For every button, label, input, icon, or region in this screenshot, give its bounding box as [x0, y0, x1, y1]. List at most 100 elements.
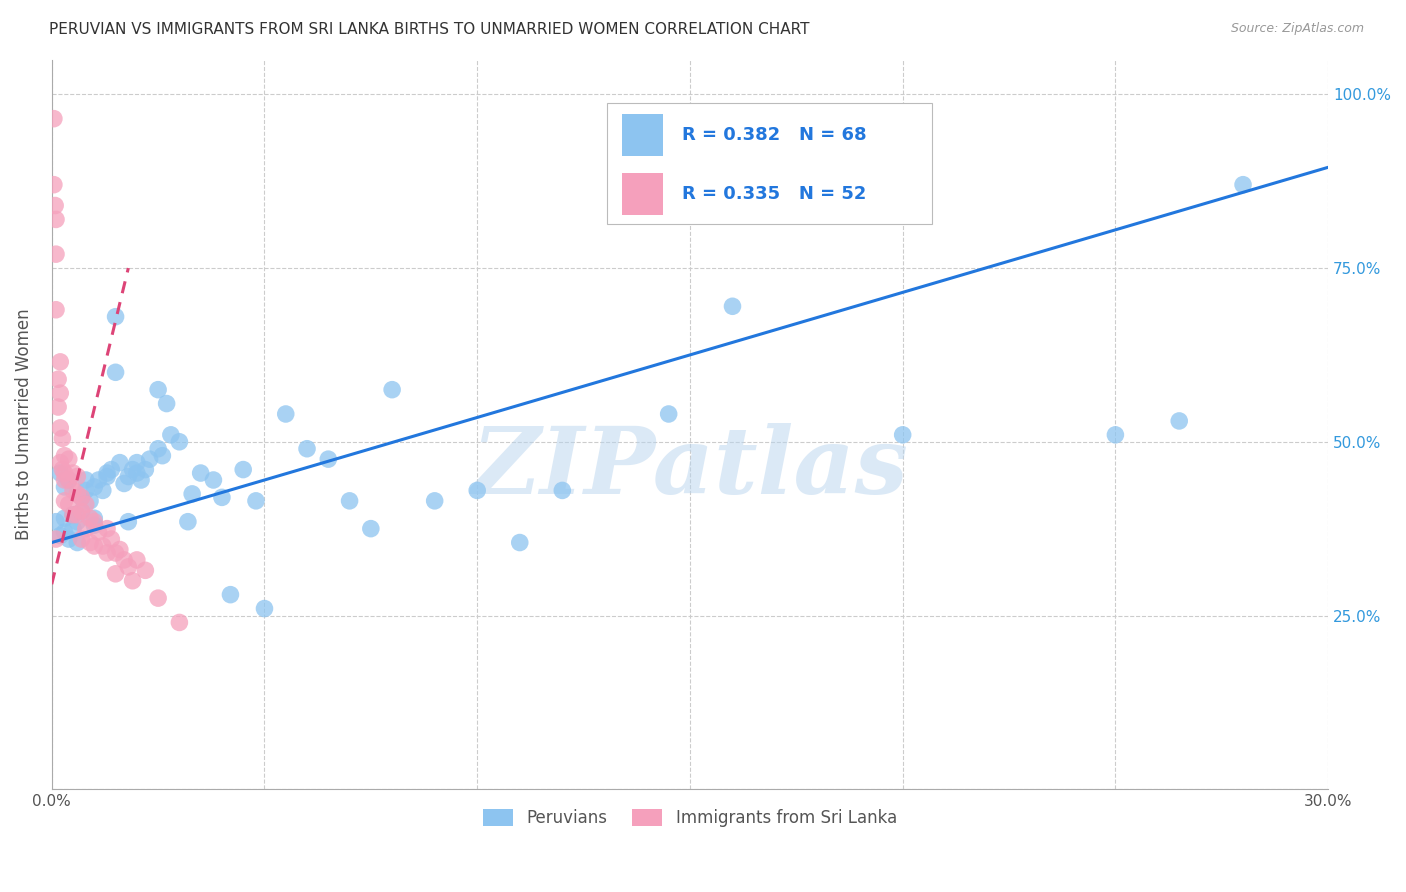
Point	[79, 511, 101, 525]
Point	[104, 546, 127, 560]
FancyBboxPatch shape	[607, 103, 932, 224]
Text: PERUVIAN VS IMMIGRANTS FROM SRI LANKA BIRTHS TO UNMARRIED WOMEN CORRELATION CHAR: PERUVIAN VS IMMIGRANTS FROM SRI LANKA BI…	[49, 22, 810, 37]
Point	[83, 515, 105, 529]
Point	[104, 310, 127, 324]
Point	[62, 508, 84, 522]
Point	[70, 491, 93, 505]
Point	[219, 588, 242, 602]
Point	[169, 434, 191, 449]
Point	[46, 372, 69, 386]
Point	[100, 532, 122, 546]
Point	[49, 386, 72, 401]
Point	[45, 532, 67, 546]
Point	[112, 476, 135, 491]
Point	[75, 522, 97, 536]
Point	[181, 487, 204, 501]
Point	[125, 553, 148, 567]
Point	[423, 493, 446, 508]
Point	[51, 431, 73, 445]
Point	[62, 508, 84, 522]
Point	[96, 522, 118, 536]
Point	[49, 355, 72, 369]
Point	[125, 466, 148, 480]
Point	[53, 525, 76, 540]
Point	[160, 427, 183, 442]
Point	[339, 493, 361, 508]
Point	[96, 466, 118, 480]
Point	[146, 591, 169, 606]
Point	[108, 542, 131, 557]
Point	[66, 487, 89, 501]
Point	[70, 504, 93, 518]
Point	[75, 473, 97, 487]
Point	[45, 247, 67, 261]
Point	[211, 491, 233, 505]
Text: Source: ZipAtlas.com: Source: ZipAtlas.com	[1230, 22, 1364, 36]
Point	[62, 522, 84, 536]
Point	[96, 546, 118, 560]
Point	[108, 456, 131, 470]
Point	[53, 480, 76, 494]
Point	[117, 559, 139, 574]
Point	[49, 456, 72, 470]
Point	[83, 480, 105, 494]
Legend: Peruvians, Immigrants from Sri Lanka: Peruvians, Immigrants from Sri Lanka	[475, 801, 905, 836]
Point	[66, 469, 89, 483]
Point	[156, 396, 179, 410]
Point	[245, 493, 267, 508]
Point	[253, 601, 276, 615]
Point	[83, 511, 105, 525]
Point	[129, 473, 152, 487]
Point	[53, 493, 76, 508]
Point	[42, 178, 65, 192]
Point	[381, 383, 404, 397]
Point	[104, 365, 127, 379]
Point	[1232, 178, 1254, 192]
Point	[51, 462, 73, 476]
Point	[465, 483, 488, 498]
Point	[146, 383, 169, 397]
Point	[96, 469, 118, 483]
Point	[134, 563, 156, 577]
Point	[75, 497, 97, 511]
Point	[146, 442, 169, 456]
Point	[1104, 427, 1126, 442]
Point	[66, 535, 89, 549]
Point	[44, 198, 66, 212]
Point	[53, 449, 76, 463]
Point	[49, 421, 72, 435]
Point	[169, 615, 191, 630]
Point	[177, 515, 200, 529]
Point	[45, 302, 67, 317]
Point	[62, 483, 84, 498]
Point	[295, 442, 318, 456]
Point	[138, 452, 160, 467]
Point	[232, 462, 254, 476]
Point	[70, 491, 93, 505]
Point	[83, 539, 105, 553]
Text: ZIPatlas: ZIPatlas	[471, 423, 908, 513]
Point	[66, 508, 89, 522]
Text: R = 0.382   N = 68: R = 0.382 N = 68	[682, 126, 868, 145]
Point	[58, 473, 80, 487]
Point	[45, 212, 67, 227]
FancyBboxPatch shape	[623, 114, 664, 156]
Point	[190, 466, 212, 480]
Point	[150, 449, 173, 463]
Point	[721, 299, 744, 313]
Point	[83, 518, 105, 533]
Point	[274, 407, 297, 421]
Point	[658, 407, 681, 421]
Point	[79, 535, 101, 549]
Point	[104, 566, 127, 581]
Point	[58, 532, 80, 546]
Point	[66, 515, 89, 529]
Point	[125, 456, 148, 470]
Point	[46, 400, 69, 414]
Point	[112, 553, 135, 567]
Point	[70, 532, 93, 546]
Point	[891, 427, 914, 442]
Point	[49, 466, 72, 480]
Point	[316, 452, 339, 467]
Point	[91, 539, 114, 553]
